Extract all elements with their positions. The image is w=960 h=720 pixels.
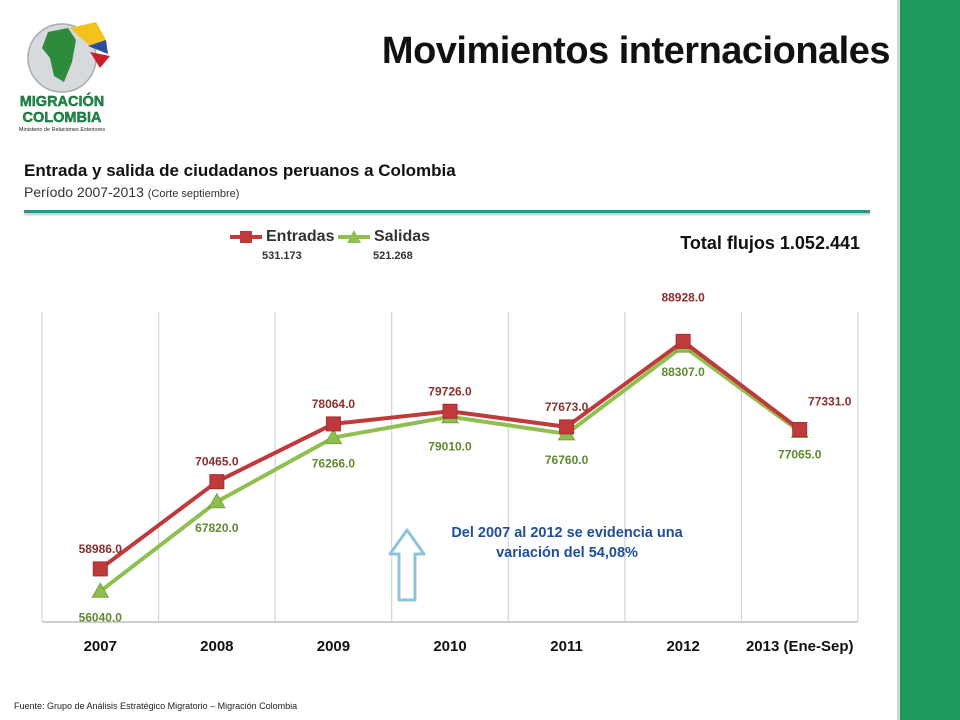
- x-tick-label: 2007: [84, 638, 117, 655]
- entradas-point: [325, 416, 341, 432]
- salidas-point: [324, 428, 343, 445]
- legend-entradas-total: 531.173: [262, 250, 302, 262]
- entradas-data-label: 79726.0: [428, 384, 472, 398]
- salidas-data-label: 77065.0: [778, 448, 822, 462]
- legend-salidas-label: Salidas: [374, 228, 431, 245]
- entradas-point: [675, 333, 691, 349]
- salidas-data-label: 56040.0: [79, 610, 123, 624]
- legend-salidas-marker: [338, 230, 370, 243]
- migracion-colombia-logo: MIGRACIÓN COLOMBIA Ministerio de Relacio…: [10, 10, 125, 135]
- salidas-data-label: 88307.0: [661, 365, 705, 379]
- entradas-point: [92, 561, 108, 577]
- variation-annotation: Del 2007 al 2012 se evidencia una variac…: [451, 525, 683, 561]
- right-band-edge: [897, 0, 900, 720]
- title-divider: [24, 210, 870, 213]
- source-footer: Fuente: Grupo de Análisis Estratégico Mi…: [14, 701, 298, 711]
- legend-entradas-marker: [230, 231, 262, 243]
- x-tick-label: 2008: [200, 638, 233, 655]
- x-tick-label: 2013 (Ene-Sep): [746, 638, 854, 655]
- entradas-data-label: 77673.0: [545, 400, 589, 414]
- entradas-point: [792, 421, 808, 437]
- entradas-data-label: 70465.0: [195, 455, 239, 469]
- legend-salidas: Salidas: [336, 226, 446, 248]
- up-arrow-icon: [388, 528, 426, 602]
- logo-line2: COLOMBIA: [23, 110, 102, 126]
- entradas-point: [442, 403, 458, 419]
- legend-salidas-total: 521.268: [373, 250, 413, 262]
- salidas-data-label: 79010.0: [428, 440, 472, 454]
- salidas-data-label: 67820.0: [195, 521, 239, 535]
- period-label: Período 2007-2013: [24, 184, 144, 200]
- page-title: Movimientos internacionales: [381, 30, 891, 72]
- x-tick-label: 2011: [550, 638, 583, 655]
- entradas-data-label: 88928.0: [661, 290, 705, 304]
- entradas-point: [209, 474, 225, 490]
- period-note: (Corte septiembre): [147, 188, 240, 200]
- salidas-data-label: 76266.0: [312, 457, 356, 471]
- legend-entradas-label: Entradas: [266, 228, 335, 245]
- x-tick-label: 2012: [666, 638, 699, 655]
- salidas-point: [207, 492, 226, 509]
- entradas-point: [559, 419, 575, 435]
- total-flows: Total flujos 1.052.441: [680, 233, 860, 253]
- entradas-data-label: 58986.0: [79, 542, 123, 556]
- chart-legend: Entradas 531.173 Salidas 521.268: [228, 226, 468, 268]
- salidas-data-label: 76760.0: [545, 453, 589, 467]
- salidas-point: [91, 582, 110, 598]
- legend-entradas: Entradas: [228, 226, 338, 248]
- x-tick-label: 2010: [433, 638, 466, 655]
- logo-line3: Ministerio de Relaciones Exteriores: [19, 127, 105, 133]
- chart-subtitle: Entrada y salida de ciudadanos peruanos …: [24, 161, 456, 180]
- entradas-data-label: 77331.0: [808, 394, 852, 408]
- period-text: Período 2007-2013 (Corte septiembre): [24, 184, 239, 200]
- line-chart: 2007 2008 2009 2010 2011 2012 2013 (Ene-Sep) 58…: [41, 290, 859, 655]
- entradas-data-label: 78064.0: [312, 397, 356, 411]
- right-band: [900, 0, 960, 720]
- x-tick-label: 2009: [317, 638, 350, 655]
- logo-line1: MIGRACIÓN: [20, 92, 105, 110]
